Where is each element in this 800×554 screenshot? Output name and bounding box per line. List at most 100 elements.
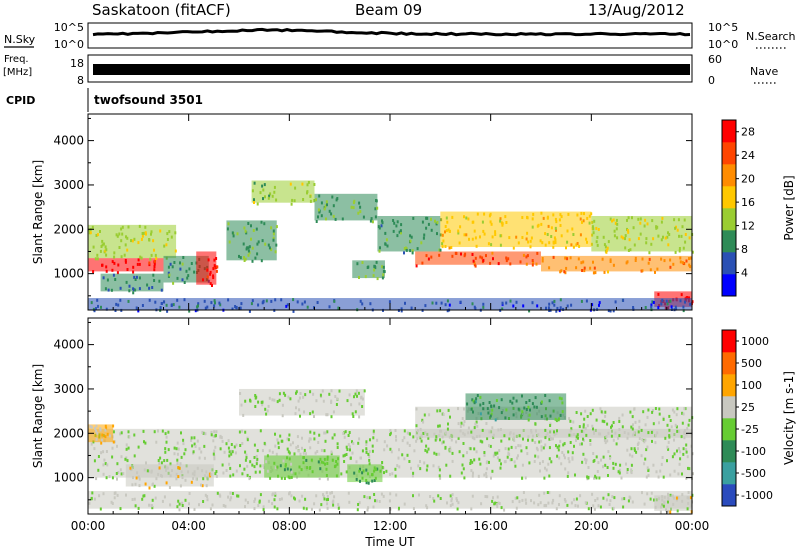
- power-cell: [400, 223, 403, 227]
- velocity-cell: [297, 449, 300, 453]
- velocity-colorbar-tick-label: 25: [741, 401, 755, 414]
- velocity-cell: [115, 472, 118, 475]
- power-cell: [381, 221, 384, 225]
- power-cell: [481, 256, 484, 260]
- power-cell: [421, 220, 424, 224]
- velocity-cell: [685, 476, 688, 480]
- velocity-cell: [106, 432, 109, 436]
- velocity-cell: [539, 461, 541, 465]
- velocity-cell: [572, 433, 575, 436]
- velocity-cell: [535, 405, 538, 409]
- velocity-cell: [571, 451, 574, 455]
- velocity-colorbar-segment: [722, 374, 736, 397]
- velocity-cell: [323, 457, 326, 461]
- velocity-cell: [113, 496, 116, 500]
- power-cell: [605, 250, 608, 254]
- power-cell: [248, 251, 251, 255]
- velocity-cell: [214, 445, 217, 449]
- velocity-cell: [514, 496, 517, 500]
- velocity-cell: [165, 440, 168, 444]
- power-cell: [677, 218, 680, 222]
- velocity-cell: [215, 474, 218, 478]
- velocity-cell: [456, 507, 459, 511]
- velocity-cell: [447, 408, 450, 412]
- power-cell: [139, 255, 142, 259]
- velocity-cell: [298, 408, 301, 412]
- velocity-cell: [302, 451, 305, 455]
- power-cell: [669, 299, 672, 303]
- power-colorbar-label: Power [dB]: [782, 175, 796, 240]
- counts-panel: N.Sky 10^5 10^0 10^5 10^0 N.Search: [4, 21, 796, 51]
- power-cell: [256, 202, 259, 206]
- velocity-cell: [244, 498, 247, 502]
- power-cell: [684, 300, 686, 304]
- power-cell: [628, 238, 631, 242]
- velocity-cell: [630, 425, 633, 429]
- power-cell: [650, 305, 653, 309]
- velocity-cell: [244, 399, 247, 403]
- power-cell: [210, 301, 213, 305]
- power-cell: [544, 232, 547, 236]
- power-cell: [331, 195, 334, 199]
- velocity-cell: [529, 408, 531, 412]
- velocity-cell: [517, 444, 520, 448]
- velocity-cell: [564, 499, 567, 503]
- velocity-cell: [396, 464, 399, 468]
- velocity-cell: [600, 458, 602, 462]
- velocity-cell: [373, 479, 376, 482]
- power-cell: [231, 307, 234, 311]
- power-cell: [160, 288, 163, 292]
- power-cell: [457, 231, 460, 235]
- velocity-cell: [230, 452, 233, 456]
- power-cell: [582, 219, 585, 223]
- velocity-cell: [381, 466, 384, 469]
- power-cell: [576, 213, 579, 217]
- velocity-cell: [95, 437, 98, 441]
- velocity-cell: [295, 446, 298, 450]
- power-cell: [641, 257, 644, 261]
- velocity-cell: [90, 496, 93, 500]
- power-cell: [370, 217, 373, 221]
- velocity-cell: [559, 439, 562, 443]
- velocity-cell: [643, 502, 646, 506]
- velocity-cell: [379, 469, 382, 473]
- velocity-cell: [485, 422, 488, 425]
- power-cell: [176, 276, 179, 280]
- power-cell: [381, 265, 384, 269]
- velocity-cell: [438, 433, 441, 437]
- velocity-cell: [356, 394, 358, 398]
- velocity-cell: [479, 395, 482, 399]
- velocity-cell: [386, 444, 389, 448]
- power-cell: [598, 303, 600, 307]
- velocity-cell: [604, 436, 607, 440]
- power-cell: [612, 309, 615, 313]
- power-cell: [583, 266, 586, 270]
- power-cell: [674, 226, 677, 230]
- power-cell: [115, 233, 118, 237]
- velocity-cell: [209, 474, 212, 478]
- power-cell: [611, 219, 613, 223]
- velocity-cell: [100, 451, 103, 455]
- velocity-cell: [589, 442, 592, 446]
- velocity-cell: [165, 468, 167, 472]
- power-cell: [170, 304, 173, 307]
- velocity-cell: [205, 484, 208, 488]
- power-cell: [251, 299, 254, 303]
- velocity-cell: [471, 474, 474, 478]
- power-colorbar-tick-label: 24: [741, 149, 755, 162]
- power-cell: [113, 255, 116, 259]
- power-cell: [438, 248, 441, 252]
- power-cell: [572, 233, 575, 236]
- velocity-cell: [97, 468, 100, 472]
- velocity-cell: [618, 416, 621, 420]
- velocity-cell: [415, 439, 418, 443]
- velocity-cell: [135, 476, 138, 480]
- velocity-cell: [329, 491, 332, 495]
- power-cell: [137, 309, 140, 313]
- velocity-cell: [580, 429, 583, 433]
- velocity-cell: [104, 462, 107, 466]
- velocity-cell: [155, 440, 158, 444]
- velocity-cell: [308, 439, 311, 443]
- power-cell: [688, 296, 690, 300]
- velocity-cell: [368, 462, 371, 466]
